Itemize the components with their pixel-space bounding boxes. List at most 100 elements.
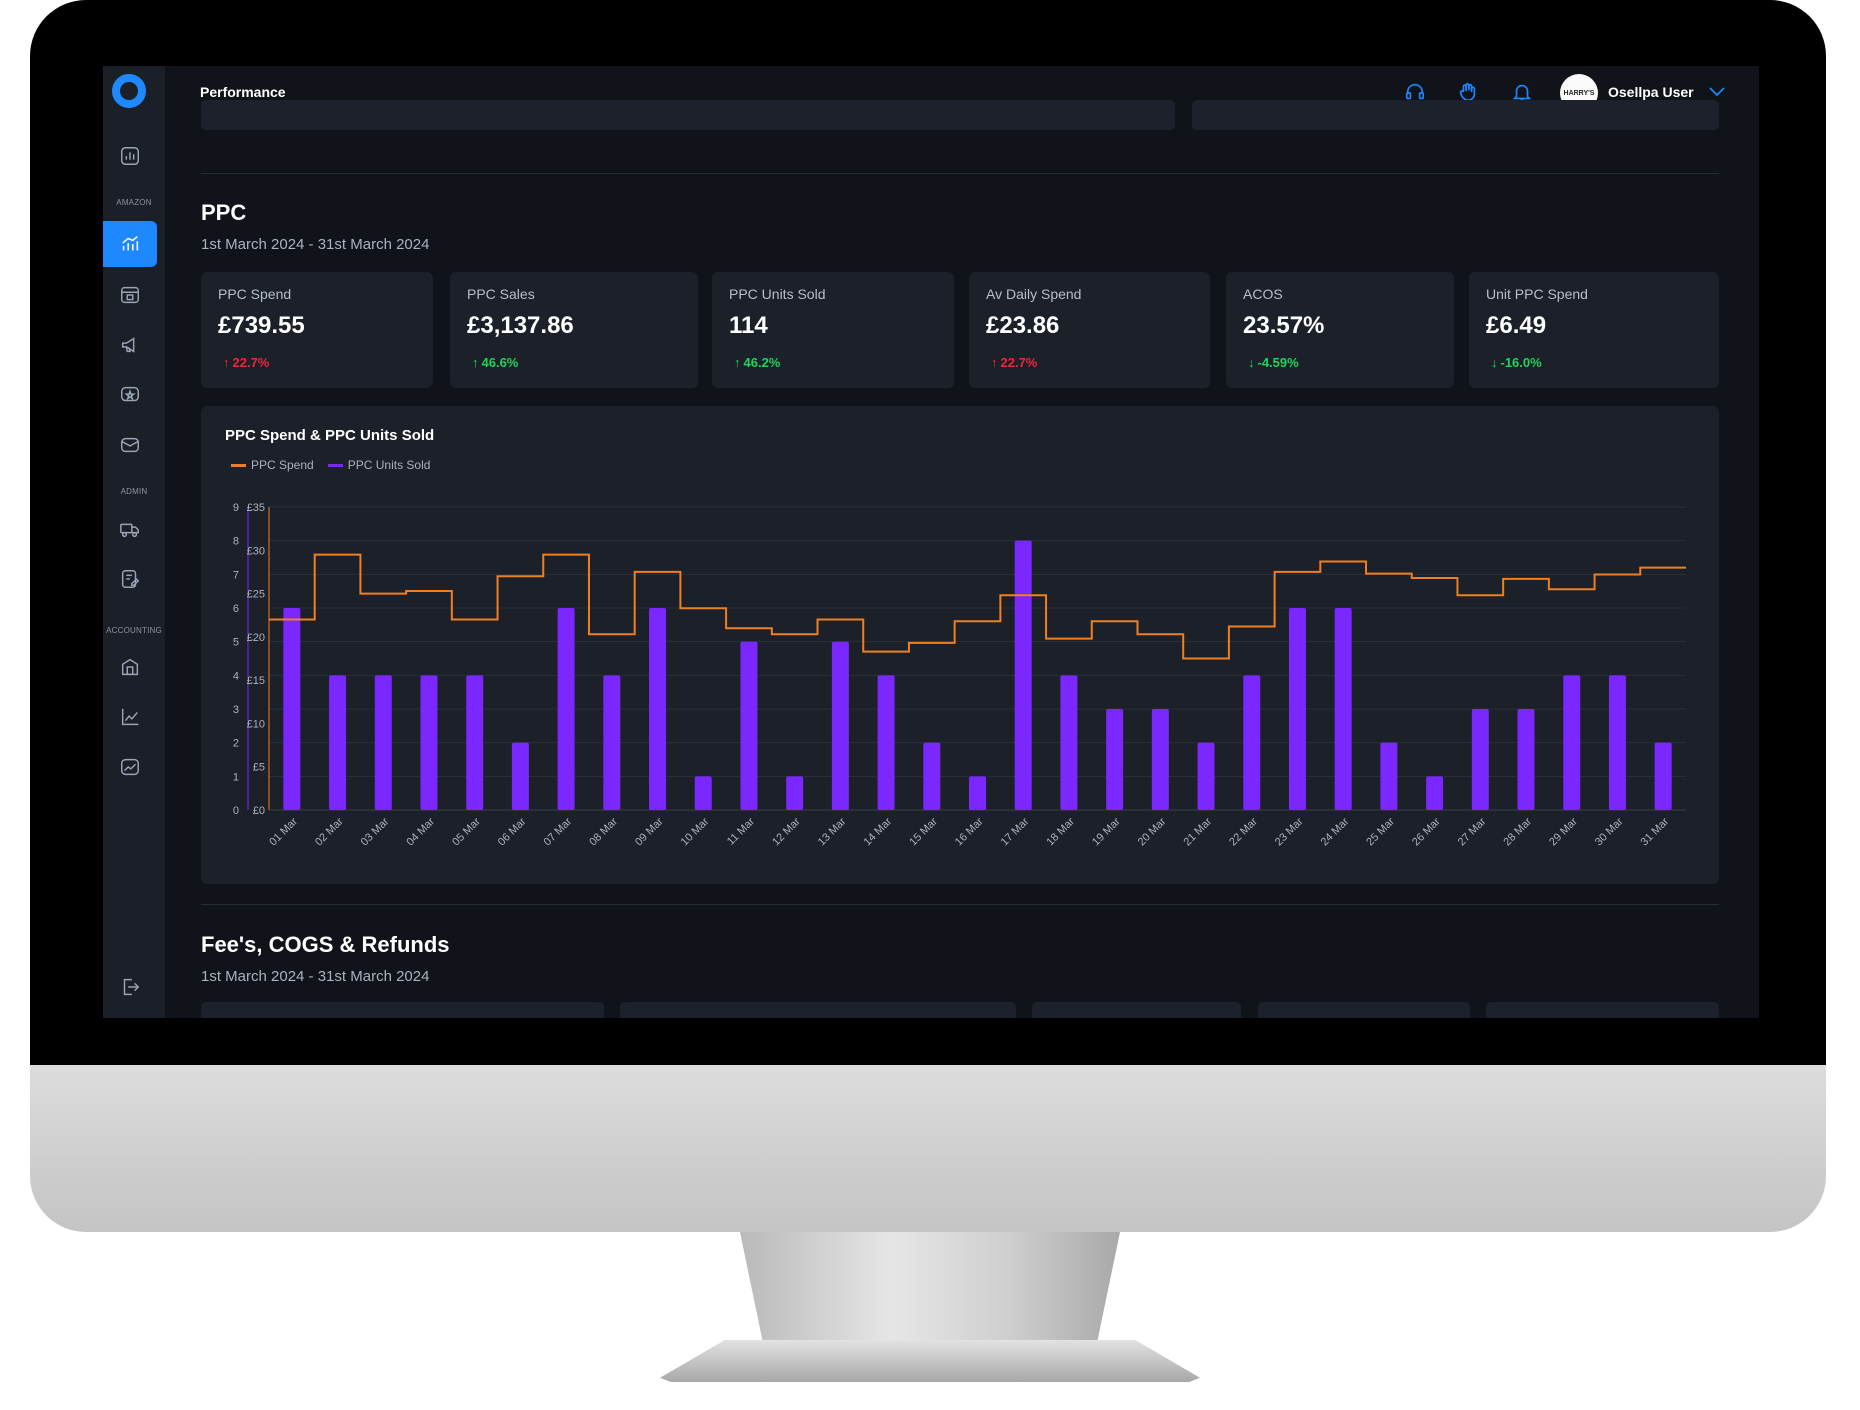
right-axis-tick-label: £5 <box>253 762 265 774</box>
kpi-card-unit-ppc-spend[interactable]: Unit PPC Spend £6.49 ↓ -16.0% <box>1469 272 1719 388</box>
dashboard-icon[interactable] <box>117 143 143 169</box>
bar-units-sold[interactable] <box>1060 675 1078 810</box>
bar-units-sold[interactable] <box>374 675 392 810</box>
bar-units-sold[interactable] <box>420 675 438 810</box>
left-axis-tick-label: 1 <box>233 771 239 783</box>
x-tick-label: 31 Mar <box>1639 815 1672 848</box>
left-axis-tick-label: 9 <box>233 502 239 514</box>
kpi-change-value: 46.6% <box>481 355 519 370</box>
chart-legend: PPC Spend PPC Units Sold <box>231 458 444 472</box>
kpi-card-acos[interactable]: ACOS 23.57% ↓ -4.59% <box>1226 272 1454 388</box>
bar-units-sold[interactable] <box>923 742 941 810</box>
bank-icon[interactable] <box>117 654 143 680</box>
page-title: Performance <box>200 84 286 100</box>
x-tick-label: 13 Mar <box>816 815 849 848</box>
left-axis-tick-label: 4 <box>233 670 239 682</box>
bar-units-sold[interactable] <box>831 641 849 810</box>
app-logo-icon[interactable] <box>112 74 146 108</box>
fees-section-title: Fee's, COGS & Refunds <box>201 932 450 957</box>
nav-section-admin: ADMIN <box>120 487 148 496</box>
x-tick-label: 26 Mar <box>1410 815 1443 848</box>
bar-units-sold[interactable] <box>1517 709 1535 810</box>
shipping-icon[interactable] <box>117 516 143 542</box>
bar-units-sold[interactable] <box>1426 776 1444 810</box>
bar-units-sold[interactable] <box>603 675 621 810</box>
kpi-card-av-daily-spend[interactable]: Av Daily Spend £23.86 ↑ 22.7% <box>969 272 1210 388</box>
fees-card-stub <box>1258 1002 1470 1018</box>
summary-card-stub <box>1192 100 1719 130</box>
bar-units-sold[interactable] <box>1471 709 1489 810</box>
arrow-down-icon: ↓ <box>1248 355 1255 370</box>
messages-icon[interactable] <box>117 432 143 458</box>
left-axis-tick-label: 5 <box>233 637 239 649</box>
bar-units-sold[interactable] <box>511 742 529 810</box>
fees-card-stub <box>620 1002 1016 1018</box>
bar-units-sold[interactable] <box>1151 709 1169 810</box>
chevron-down-icon[interactable] <box>1708 84 1726 103</box>
report-icon[interactable] <box>117 754 143 780</box>
bar-units-sold[interactable] <box>1334 608 1352 810</box>
ppc-chart-card: 0 1 2 3 4 5 6 7 8 9 £0 £5 £10 £15 £20 £25 £30 £35 01 Mar 02… <box>201 406 1719 884</box>
arrow-down-icon: ↓ <box>1491 355 1498 370</box>
arrow-up-icon: ↑ <box>472 355 479 370</box>
section-divider <box>201 904 1719 905</box>
x-tick-label: 24 Mar <box>1319 815 1352 848</box>
bar-units-sold[interactable] <box>1380 742 1398 810</box>
kpi-label: ACOS <box>1243 286 1283 302</box>
left-axis-tick-label: 8 <box>233 536 239 548</box>
bar-units-sold[interactable] <box>1197 742 1215 810</box>
legend-label: PPC Units Sold <box>347 458 431 472</box>
left-axis-tick-label: 2 <box>233 738 239 750</box>
bar-units-sold[interactable] <box>1654 742 1672 810</box>
legend-item-ppc-spend[interactable]: PPC Spend <box>231 458 314 472</box>
edit-document-icon[interactable] <box>117 566 143 592</box>
kpi-value: £6.49 <box>1486 312 1547 339</box>
kpi-value: 23.57% <box>1243 312 1325 339</box>
bar-units-sold[interactable] <box>1608 675 1626 810</box>
inventory-icon[interactable] <box>117 282 143 308</box>
bar-units-sold[interactable] <box>283 608 301 810</box>
legend-label: PPC Spend <box>251 458 314 472</box>
bar-units-sold[interactable] <box>466 675 484 810</box>
line-chart-icon[interactable] <box>117 704 143 730</box>
left-axis-tick-label: 6 <box>233 603 239 615</box>
monitor-stand-neck <box>740 1232 1120 1342</box>
monitor-stand-foot <box>660 1340 1200 1382</box>
kpi-card-ppc-spend[interactable]: PPC Spend £739.55 ↑ 22.7% <box>201 272 433 388</box>
performance-chart-icon[interactable] <box>103 221 157 267</box>
chart-title: PPC Spend & PPC Units Sold <box>225 427 435 444</box>
bar-units-sold[interactable] <box>557 608 575 810</box>
kpi-label: PPC Spend <box>218 286 292 302</box>
sidebar: AMAZON ADMIN ACCOUNTING <box>103 66 165 1018</box>
bar-units-sold[interactable] <box>740 641 758 810</box>
bar-units-sold[interactable] <box>786 776 804 810</box>
bar-units-sold[interactable] <box>969 776 986 810</box>
logout-icon[interactable] <box>117 974 143 1000</box>
bar-units-sold[interactable] <box>877 675 895 810</box>
support-headset-icon[interactable] <box>1403 80 1427 104</box>
bar-units-sold[interactable] <box>1014 540 1032 810</box>
bar-units-sold[interactable] <box>649 608 667 810</box>
kpi-change-value: 46.2% <box>743 355 781 370</box>
bar-units-sold[interactable] <box>329 675 347 810</box>
right-axis-tick-label: £15 <box>247 675 265 687</box>
bar-units-sold[interactable] <box>1288 608 1306 810</box>
megaphone-icon[interactable] <box>117 332 143 358</box>
monitor-chin <box>30 1065 1826 1232</box>
app-screen: AMAZON ADMIN ACCOUNTING <box>103 66 1759 1018</box>
arrow-up-icon: ↑ <box>223 355 230 370</box>
legend-item-ppc-units-sold[interactable]: PPC Units Sold <box>327 458 431 472</box>
bar-units-sold[interactable] <box>694 776 712 810</box>
bar-units-sold[interactable] <box>1243 675 1261 810</box>
bar-units-sold[interactable] <box>1563 675 1581 810</box>
bar-units-sold[interactable] <box>1106 709 1124 810</box>
left-axis-tick-label: 0 <box>233 805 239 817</box>
kpi-card-ppc-units-sold[interactable]: PPC Units Sold 114 ↑ 46.2% <box>712 272 954 388</box>
kpi-card-ppc-sales[interactable]: PPC Sales £3,137.86 ↑ 46.6% <box>450 272 698 388</box>
ppc-chart: 0 1 2 3 4 5 6 7 8 9 £0 £5 £10 £15 £20 £25 £30 £35 01 Mar 02… <box>233 502 1686 848</box>
user-name[interactable]: Osellpa User <box>1608 84 1694 100</box>
kpi-change: ↑ 46.6% <box>472 355 518 370</box>
left-axis-tick-label: 3 <box>233 704 239 716</box>
x-tick-label: 20 Mar <box>1136 815 1169 848</box>
reviews-icon[interactable] <box>117 382 143 408</box>
